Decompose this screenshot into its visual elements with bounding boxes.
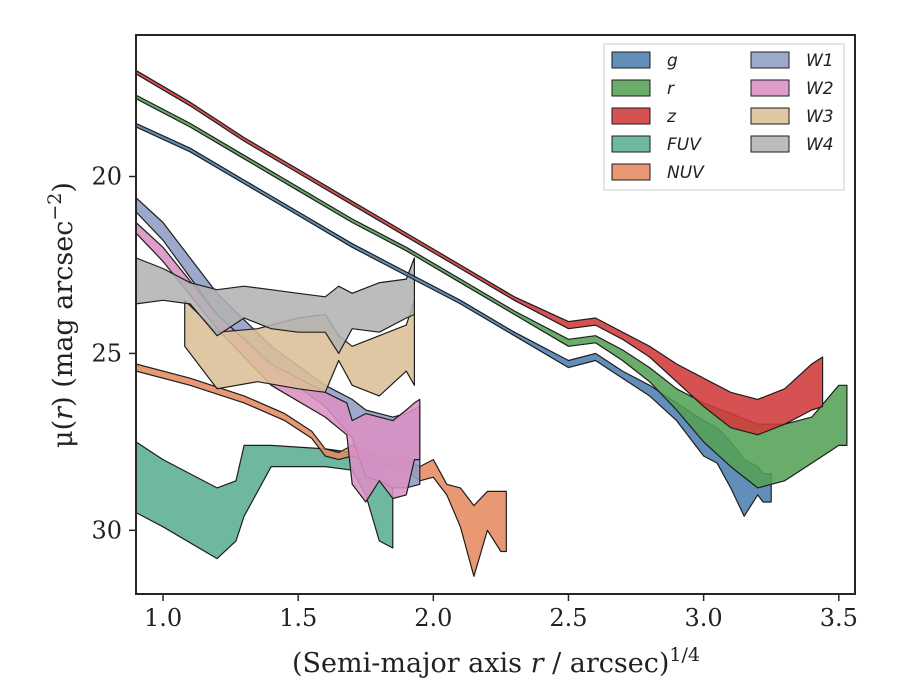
y-axis-label: μ(r) (mag arcsec−2) [44, 182, 79, 448]
legend-swatch-r [611, 79, 651, 97]
bands-layer [136, 69, 848, 577]
y-tick-label: 20 [91, 163, 122, 191]
x-tick-label: 2.5 [549, 604, 587, 632]
axis-ticks: 1.0 1.5 2.0 2.5 3.0 3.5 20 25 30 [91, 163, 857, 632]
legend-label-w4: W4 [806, 135, 834, 155]
legend-label-w2: W2 [806, 79, 834, 99]
legend-swatch-z [611, 107, 651, 125]
legend-label-r: r [667, 79, 675, 99]
band-fuv [136, 441, 394, 560]
band-w2 [136, 221, 421, 503]
legend-swatch-nuv [611, 163, 651, 181]
band-r [136, 94, 848, 489]
y-tick-label: 25 [91, 339, 122, 367]
x-tick-label: 3.5 [820, 604, 858, 632]
legend-label-w3: W3 [806, 107, 834, 127]
legend-label-fuv: FUV [667, 135, 702, 155]
band-nuv [136, 363, 507, 577]
band-g [136, 122, 772, 517]
legend-label-nuv: NUV [667, 163, 705, 183]
plot-frame [135, 34, 856, 595]
legend-swatch-w3 [750, 107, 790, 125]
legend-label-w1: W1 [806, 51, 834, 71]
legend: grz FUV NUV W1 W2 W3 W4 [603, 43, 845, 191]
legend-swatch-w1 [750, 51, 790, 69]
x-tick-label: 2.0 [414, 604, 452, 632]
legend-label-g: g [667, 51, 678, 71]
x-axis-label: (Semi-major axis r / arcsec)1/4 [292, 644, 700, 679]
x-tick-label: 3.0 [685, 604, 723, 632]
legend-swatch-w4 [750, 135, 790, 153]
legend-swatch-fuv [611, 135, 651, 153]
x-tick-label: 1.5 [279, 604, 317, 632]
y-tick-label: 30 [91, 516, 122, 544]
band-w4 [136, 257, 415, 354]
x-tick-label: 1.0 [144, 604, 182, 632]
band-z [136, 69, 824, 436]
legend-swatch-w2 [750, 79, 790, 97]
legend-label-z: z [666, 107, 677, 127]
legend-swatch-g [611, 51, 651, 69]
